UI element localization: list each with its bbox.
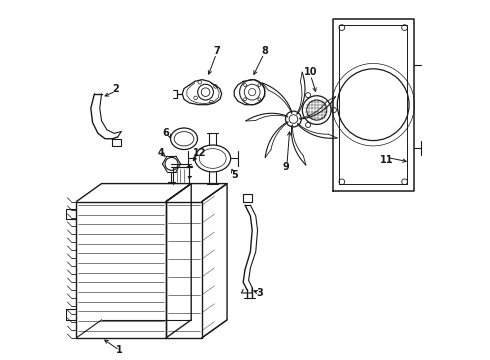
Text: 2: 2	[113, 84, 119, 94]
Text: 9: 9	[283, 162, 290, 172]
Text: 6: 6	[163, 129, 170, 138]
Text: 3: 3	[256, 288, 263, 298]
Text: 11: 11	[380, 155, 393, 165]
Text: 12: 12	[194, 148, 207, 158]
Text: 8: 8	[261, 46, 268, 56]
Text: 5: 5	[231, 170, 238, 180]
Text: 7: 7	[213, 46, 220, 56]
Text: 10: 10	[303, 67, 317, 77]
Text: 4: 4	[157, 148, 164, 158]
Text: 1: 1	[116, 345, 123, 355]
